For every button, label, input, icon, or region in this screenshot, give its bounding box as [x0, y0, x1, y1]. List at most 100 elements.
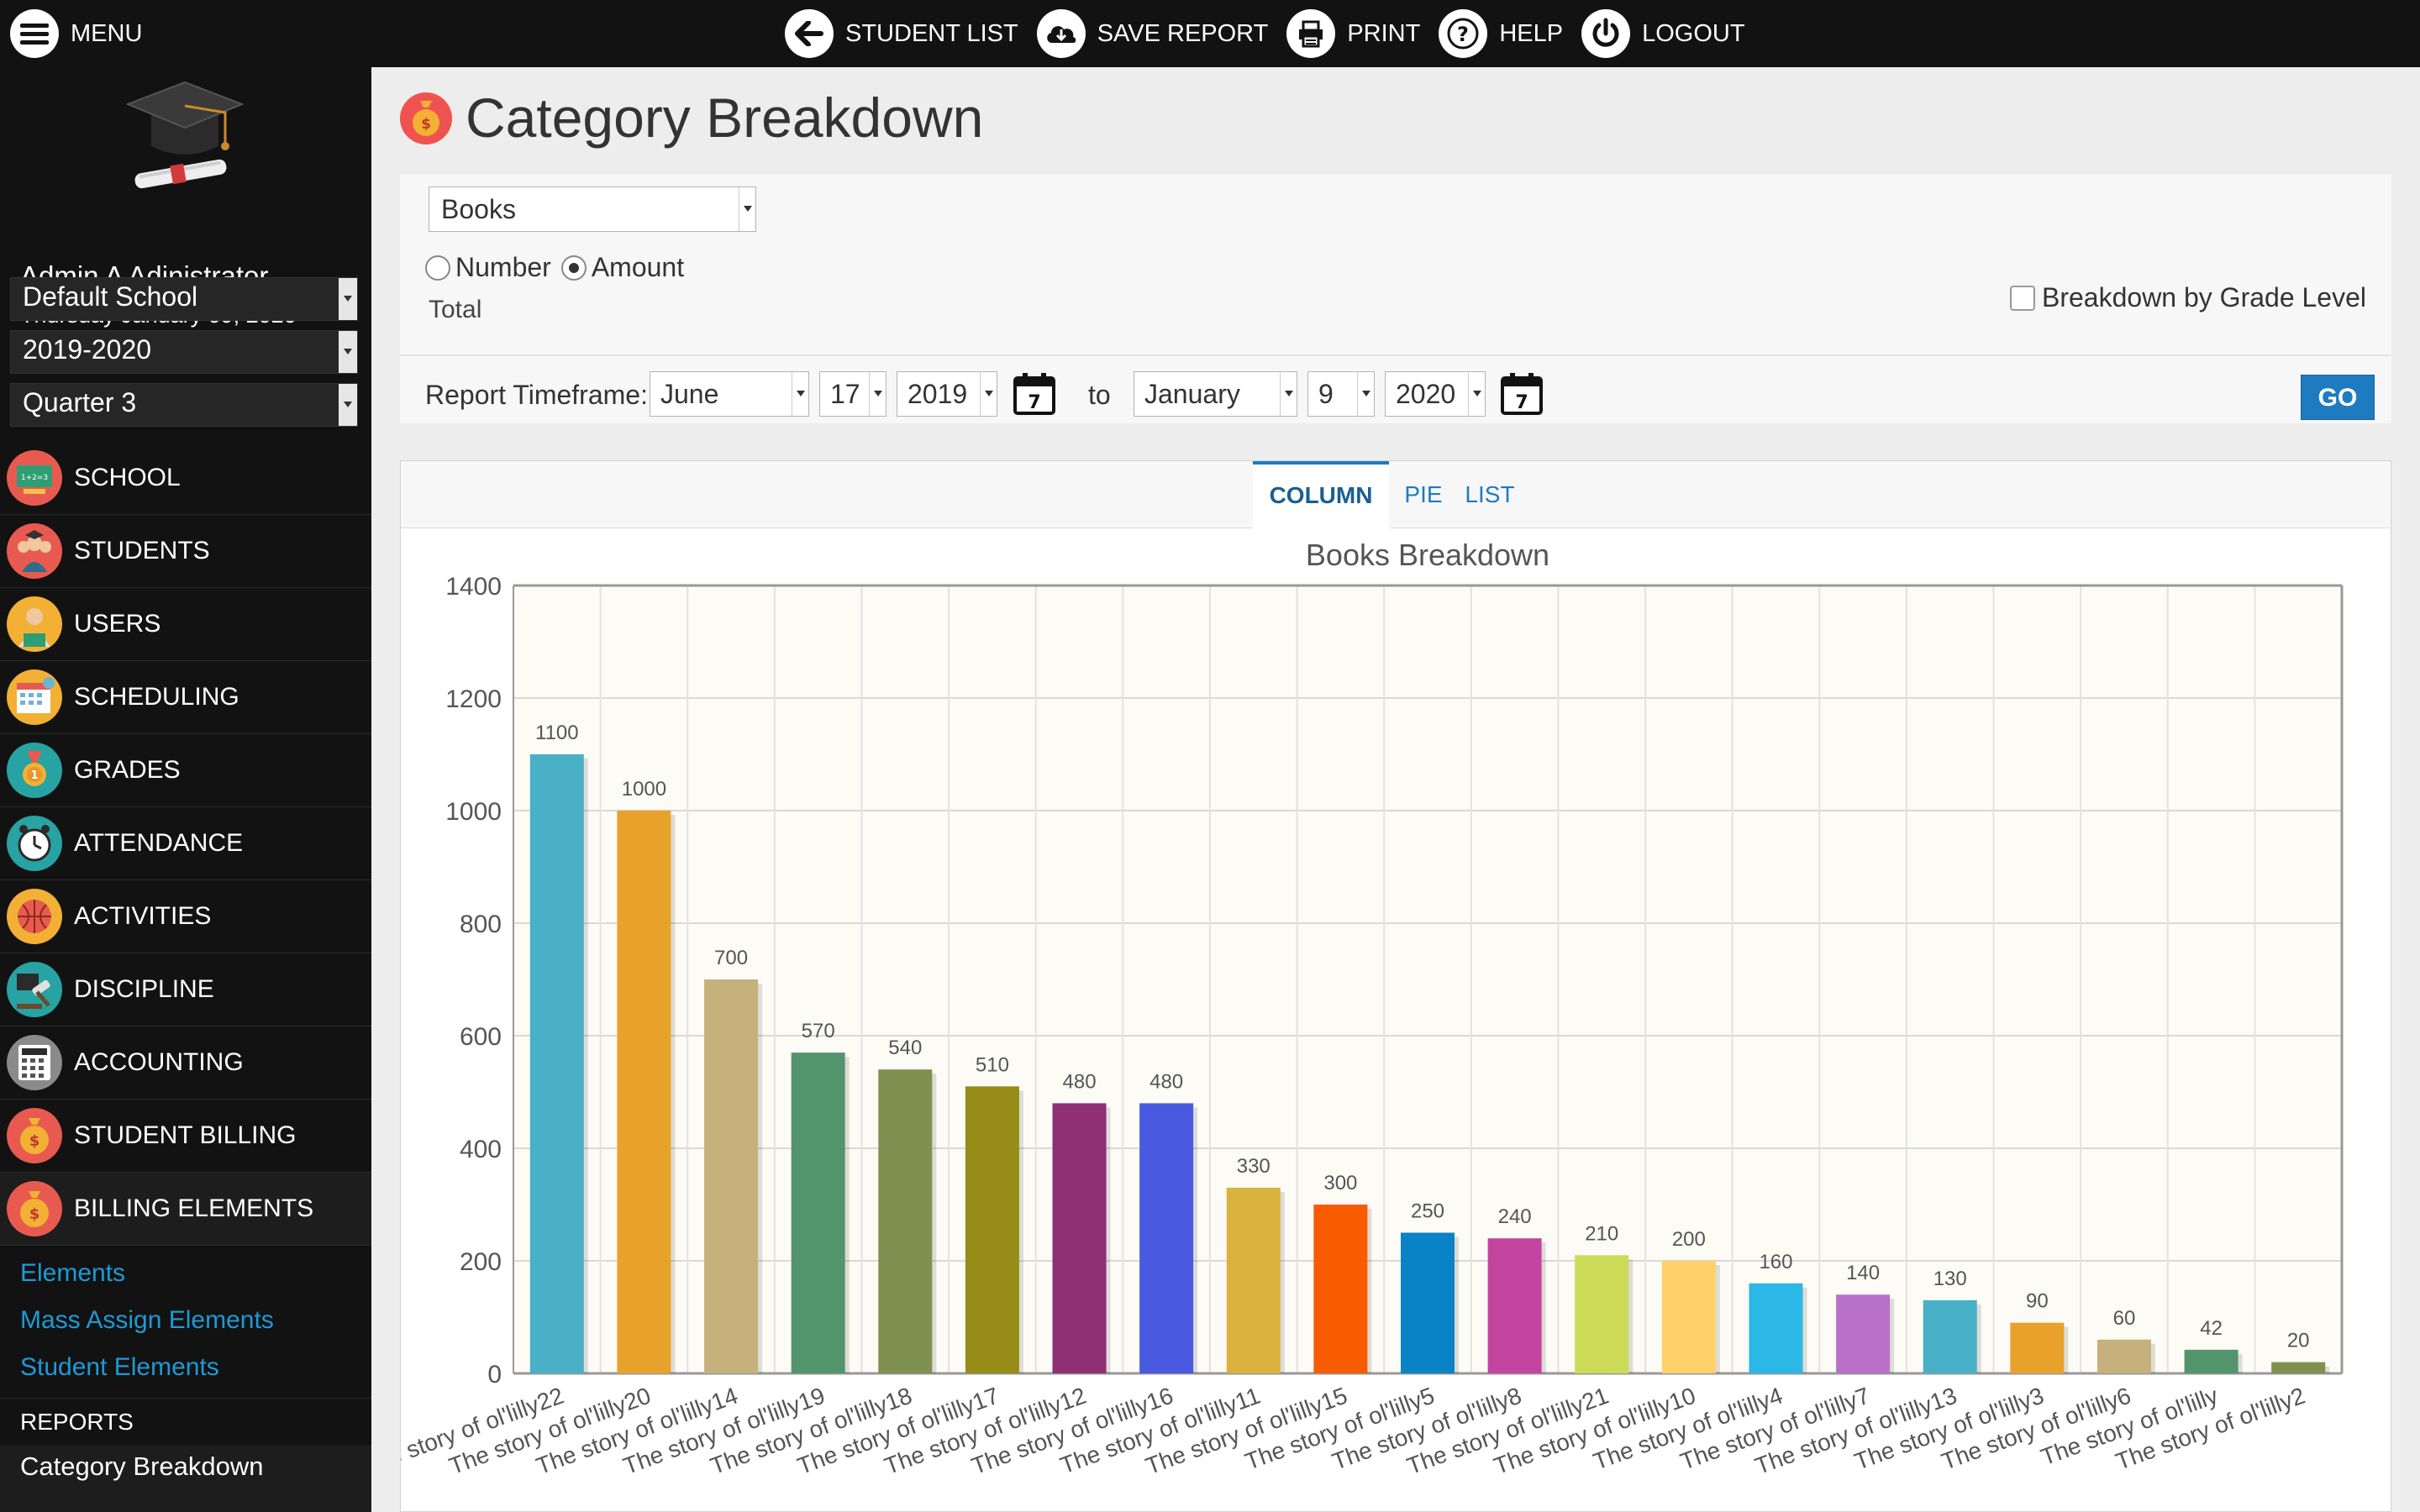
sublink-mass-assign-elements[interactable]: Mass Assign Elements [20, 1306, 274, 1334]
sidebar-item-student-billing[interactable]: $ STUDENT BILLING [0, 1100, 371, 1173]
student-list-button[interactable]: STUDENT LIST [785, 9, 1018, 58]
page-title: Category Breakdown [466, 87, 984, 149]
help-button[interactable]: ? HELP [1439, 9, 1563, 58]
menu-button[interactable]: MENU [10, 7, 142, 60]
term-select-value: Quarter 3 [23, 387, 137, 417]
sidebar-item-discipline[interactable]: DISCIPLINE [0, 953, 371, 1026]
sidebar-item-activities[interactable]: ACTIVITIES [0, 880, 371, 953]
y-tick-label: 1000 [445, 798, 502, 826]
calendar-icon [7, 669, 62, 725]
bar [1139, 1103, 1194, 1373]
users-icon [7, 596, 62, 652]
save-report-button[interactable]: SAVE REPORT [1036, 9, 1268, 58]
grade-level-label: Breakdown by Grade Level [2042, 282, 2366, 312]
chart-tab-bar: COLUMN PIE LIST [401, 461, 2391, 529]
from-day-value: 17 [830, 379, 860, 409]
top-bar: MENU STUDENT LIST SAVE REPORT PRINT ? HE… [0, 0, 2420, 67]
sidebar-item-billing-elements[interactable]: $ BILLING ELEMENTS [0, 1173, 371, 1246]
radio-amount[interactable] [560, 255, 587, 281]
svg-text:$: $ [29, 1205, 40, 1223]
chevron-down-icon [339, 278, 357, 320]
bar [2184, 1349, 2238, 1373]
bar [617, 811, 671, 1373]
to-year-select[interactable]: 2020 [1385, 371, 1486, 417]
sublink-elements[interactable]: Elements [20, 1259, 126, 1287]
print-label: PRINT [1347, 19, 1421, 47]
sidebar-item-label: DISCIPLINE [74, 975, 214, 1003]
year-select-value: 2019-2020 [23, 334, 152, 365]
radio-number-label: Number [455, 252, 551, 282]
tab-list[interactable]: LIST [1465, 481, 1515, 507]
calendar-icon[interactable]: 7 [1499, 371, 1544, 417]
calendar-day: 7 [1028, 392, 1040, 413]
data-label: 90 [2026, 1290, 2049, 1313]
sidebar-item-attendance[interactable]: ATTENDANCE [0, 807, 371, 880]
data-label: 160 [1759, 1251, 1792, 1273]
print-button[interactable]: PRINT [1286, 9, 1420, 58]
y-tick-label: 1200 [445, 685, 502, 713]
sidebar-item-label: SCHEDULING [74, 683, 239, 711]
svg-text:?: ? [1457, 23, 1469, 46]
school-select[interactable]: Default School [10, 277, 358, 321]
money-bag-icon: $ [7, 1181, 62, 1236]
sidebar-item-label: ACCOUNTING [74, 1048, 244, 1076]
data-label: 570 [802, 1020, 835, 1042]
radio-number[interactable] [425, 255, 450, 281]
chart-title: Books Breakdown [1306, 538, 1549, 572]
tab-column[interactable]: COLUMN [1253, 461, 1389, 529]
from-day-select[interactable]: 17 [819, 371, 886, 417]
total-label: Total [429, 296, 482, 323]
category-select-value: Books [441, 194, 516, 224]
term-select[interactable]: Quarter 3 [10, 383, 358, 427]
sidebar-nav: 1+2=3 SCHOOL STUDENTS USERS SCHEDULING 1 [0, 442, 371, 1246]
data-label: 140 [1846, 1262, 1880, 1284]
from-year-select[interactable]: 2019 [897, 371, 997, 417]
data-label: 700 [714, 947, 748, 969]
to-day-select[interactable]: 9 [1307, 371, 1375, 417]
sublink-student-elements[interactable]: Student Elements [20, 1353, 219, 1381]
data-label: 510 [976, 1053, 1009, 1076]
menu-label: MENU [71, 19, 143, 47]
data-label: 1100 [535, 722, 579, 744]
logout-button[interactable]: LOGOUT [1581, 9, 1745, 58]
y-tick-label: 200 [460, 1248, 502, 1276]
calendar-icon[interactable]: 7 [1012, 371, 1057, 417]
sidebar-item-users[interactable]: USERS [0, 588, 371, 661]
arrow-left-icon [785, 9, 834, 58]
sidebar-item-grades[interactable]: 1 GRADES [0, 734, 371, 807]
reports-heading: REPORTS [0, 1398, 371, 1445]
school-select-value: Default School [23, 281, 198, 312]
data-label: 1000 [622, 778, 666, 801]
cloud-download-icon [1036, 9, 1086, 58]
sidebar-item-accounting[interactable]: ACCOUNTING [0, 1026, 371, 1100]
to-label: to [1088, 380, 1111, 410]
y-tick-label: 0 [487, 1361, 502, 1389]
top-nav: STUDENT LIST SAVE REPORT PRINT ? HELP LO… [785, 7, 1764, 60]
chart-panel: COLUMN PIE LIST Books Breakdown 0 200 400 60… [400, 460, 2391, 1512]
from-year-value: 2019 [908, 379, 968, 409]
logout-label: LOGOUT [1642, 19, 1745, 47]
from-month-select[interactable]: June [650, 371, 809, 417]
school-icon: 1+2=3 [7, 450, 62, 506]
tab-pie[interactable]: PIE [1404, 481, 1443, 507]
sidebar-item-school[interactable]: 1+2=3 SCHOOL [0, 442, 371, 515]
help-label: HELP [1499, 19, 1564, 47]
category-select[interactable]: Books [429, 186, 756, 232]
data-label: 300 [1323, 1172, 1357, 1194]
grade-level-checkbox[interactable] [2010, 285, 2035, 311]
books-breakdown-chart: Books Breakdown 0 200 400 600 800 1000 1200 1400… [401, 538, 2344, 1479]
to-month-select[interactable]: January [1134, 371, 1297, 417]
sidebar-item-students[interactable]: STUDENTS [0, 515, 371, 588]
sidebar-item-label: STUDENT BILLING [74, 1121, 297, 1149]
y-tick-label: 1400 [445, 573, 502, 601]
data-label: 540 [888, 1037, 922, 1059]
sidebar-item-label: ACTIVITIES [74, 902, 212, 930]
go-button[interactable]: GO [2301, 375, 2375, 420]
bar [2271, 1362, 2326, 1373]
year-select[interactable]: 2019-2020 [10, 330, 358, 374]
report-options-panel: Books Number Amount Total Breakdown by G… [400, 175, 2391, 423]
graduation-cap-logo [126, 81, 244, 189]
report-category-breakdown[interactable]: Category Breakdown [0, 1445, 371, 1512]
sidebar-item-scheduling[interactable]: SCHEDULING [0, 661, 371, 734]
sidebar-item-label: USERS [74, 610, 161, 638]
